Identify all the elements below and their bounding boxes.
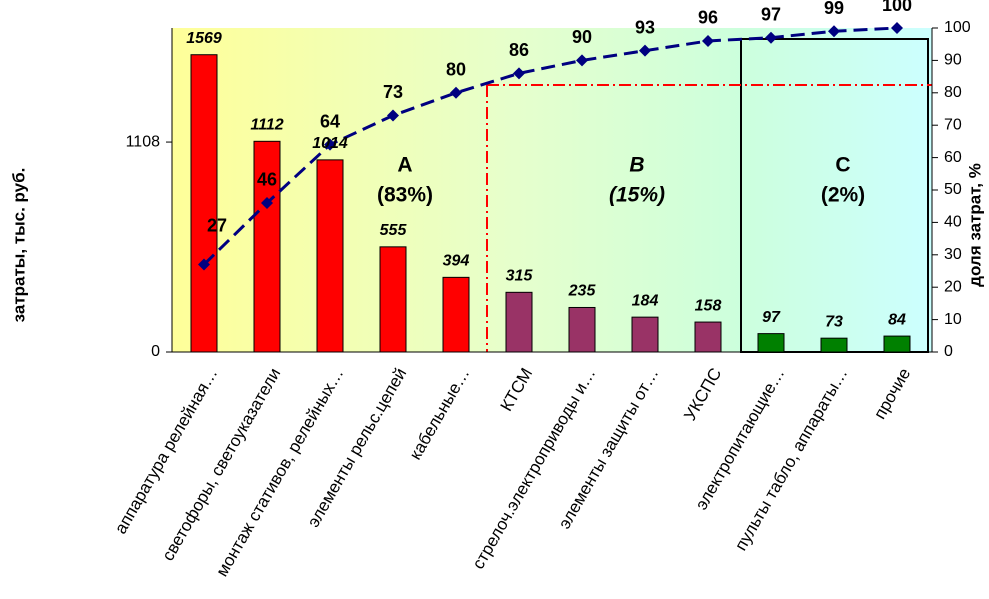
y2-tick-label: 60	[944, 149, 962, 166]
y-axis-title: затраты, тыс. руб.	[9, 168, 28, 323]
line-value-label: 97	[761, 4, 781, 24]
x-tick-label: КТСМ	[497, 365, 537, 415]
bar-value-label: 1569	[186, 30, 222, 47]
bar-value-label: 73	[825, 313, 843, 330]
bar	[883, 335, 911, 353]
bar-value-label: 184	[632, 292, 659, 309]
bar-value-label: 394	[443, 253, 470, 270]
line-value-label: 64	[320, 111, 340, 131]
x-tick-label: стрелоч.электроприводы и…	[468, 365, 599, 573]
bar-value-label: 235	[568, 283, 597, 300]
bar	[568, 306, 596, 353]
bar	[253, 140, 281, 353]
x-tick-label: монтаж стативов, релейных…	[212, 365, 347, 580]
line-marker	[702, 34, 714, 47]
bar	[190, 54, 218, 353]
line-marker	[198, 258, 210, 271]
y2-tick-label: 10	[944, 311, 962, 328]
x-tick-label: пульты табло, аппараты…	[731, 365, 851, 554]
line-marker	[324, 138, 336, 151]
line-marker	[450, 86, 462, 99]
y2-tick-label: 90	[944, 52, 962, 69]
y-tick-label: 0	[151, 343, 160, 360]
y2-tick-label: 50	[944, 181, 962, 198]
line-marker	[513, 67, 525, 80]
line-value-label: 46	[257, 170, 277, 190]
line-value-label: 99	[824, 0, 844, 18]
bar-value-label: 97	[762, 309, 781, 326]
bar-value-label: 1014	[312, 135, 348, 152]
x-tick-label: светофоры, светоуказатели	[158, 365, 284, 564]
line-marker	[261, 196, 273, 209]
y2-tick-label: 100	[944, 19, 971, 36]
bar-value-label: 555	[380, 222, 408, 239]
y2-tick-label: 70	[944, 116, 962, 133]
bar-value-label: 1112	[250, 117, 283, 134]
zone-share: (15%)	[609, 184, 665, 207]
bar-value-label: 84	[888, 311, 906, 328]
bar	[631, 316, 659, 353]
zone-label: A	[397, 154, 412, 177]
line-value-label: 96	[698, 8, 718, 28]
x-tick-label: прочие	[870, 365, 914, 423]
y2-axis-title: доля затрат, %	[965, 163, 984, 287]
zone-label: B	[629, 154, 644, 177]
bar	[505, 291, 533, 353]
bar	[316, 159, 344, 353]
y2-tick-label: 20	[944, 278, 962, 295]
line-marker	[891, 22, 903, 34]
line-value-label: 80	[446, 60, 466, 80]
bar-value-label: 315	[506, 268, 534, 285]
bar	[694, 321, 722, 353]
zone-share: (83%)	[377, 184, 433, 207]
line-value-label: 100	[882, 0, 912, 15]
plot-background	[172, 28, 932, 352]
line-marker	[828, 25, 840, 38]
x-tick-label: кабельные…	[406, 365, 474, 463]
line-value-label: 90	[572, 27, 592, 47]
bar-value-label: 158	[695, 297, 722, 314]
y-tick-label: 1108	[126, 133, 161, 150]
y2-tick-label: 40	[944, 214, 962, 231]
zone-label: C	[835, 154, 850, 177]
y2-tick-label: 80	[944, 84, 962, 101]
line-value-label: 27	[207, 215, 227, 235]
bar	[379, 246, 407, 353]
line-marker	[387, 109, 399, 122]
line-value-label: 73	[383, 82, 403, 102]
bar	[820, 337, 848, 353]
line-marker	[639, 44, 651, 57]
cumulative-line	[202, 26, 898, 266]
line-marker	[765, 31, 777, 44]
bar	[757, 333, 785, 353]
line-value-label: 93	[635, 17, 655, 37]
line-marker	[576, 54, 588, 67]
y2-tick-label: 0	[944, 343, 953, 360]
bar	[442, 276, 470, 353]
line-value-label: 86	[509, 40, 529, 60]
x-tick-label: УКСПС	[680, 365, 725, 424]
zone-share: (2%)	[821, 184, 865, 207]
y2-tick-label: 30	[944, 246, 962, 263]
